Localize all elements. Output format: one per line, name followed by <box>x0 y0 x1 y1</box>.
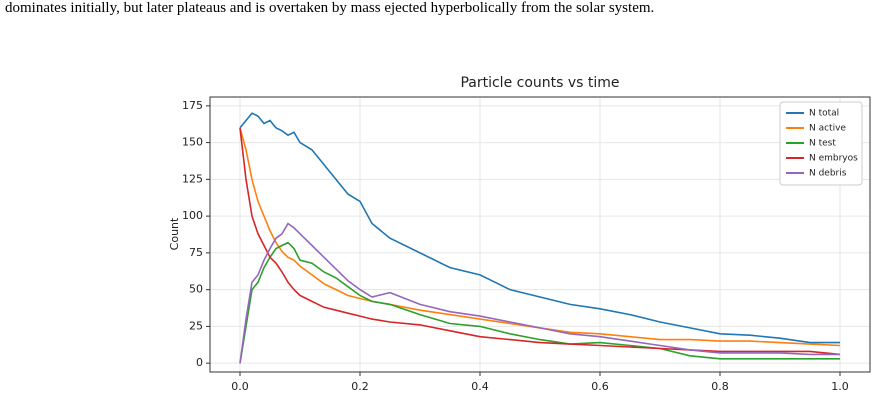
y-tick-label: 175 <box>182 99 203 112</box>
chart-title: Particle counts vs time <box>460 75 619 91</box>
caption-line: dominates initially, but later plateaus … <box>5 0 654 16</box>
x-tick-label: 0.8 <box>711 380 729 393</box>
series-line <box>239 127 841 347</box>
legend-label: N embryos <box>809 154 858 164</box>
y-tick-label: 0 <box>196 356 203 369</box>
y-axis-label: Count <box>168 217 181 250</box>
x-tick-label: 0.4 <box>471 380 489 393</box>
legend-box <box>779 101 863 186</box>
series-line <box>239 112 840 344</box>
legend-label: N debris <box>809 169 847 179</box>
y-tick-label: 75 <box>189 246 203 259</box>
y-tick-label: 50 <box>189 283 203 296</box>
y-tick-label: 100 <box>182 209 203 222</box>
y-tick-label: 25 <box>189 319 203 332</box>
series-line <box>239 127 841 356</box>
x-tick-label: 1.0 <box>831 380 849 393</box>
series-line <box>239 222 840 364</box>
series-line <box>239 241 840 364</box>
legend-label: N test <box>809 139 836 149</box>
legend-label: N active <box>809 124 846 134</box>
plot-frame <box>209 96 871 373</box>
x-tick-label: 0.0 <box>231 380 249 393</box>
legend-label: N total <box>809 109 839 119</box>
x-tick-label: 0.2 <box>351 380 369 393</box>
y-tick-label: 125 <box>182 172 203 185</box>
x-tick-label: 0.6 <box>591 380 609 393</box>
y-tick-label: 150 <box>182 136 203 149</box>
